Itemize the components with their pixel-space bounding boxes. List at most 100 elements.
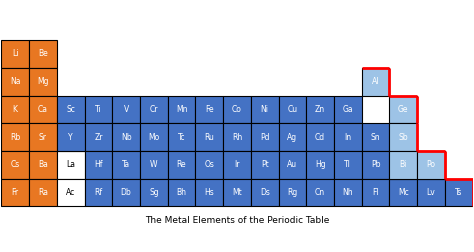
Text: Tc: Tc bbox=[178, 133, 185, 142]
FancyBboxPatch shape bbox=[29, 151, 57, 179]
FancyBboxPatch shape bbox=[417, 151, 445, 179]
Text: Hg: Hg bbox=[315, 160, 326, 169]
FancyBboxPatch shape bbox=[168, 151, 195, 179]
FancyBboxPatch shape bbox=[251, 96, 279, 123]
Text: Na: Na bbox=[10, 77, 20, 86]
FancyBboxPatch shape bbox=[168, 179, 195, 206]
FancyBboxPatch shape bbox=[112, 96, 140, 123]
Text: Al: Al bbox=[372, 77, 379, 86]
FancyBboxPatch shape bbox=[29, 96, 57, 123]
FancyBboxPatch shape bbox=[334, 123, 362, 151]
Text: Sc: Sc bbox=[66, 105, 75, 114]
Text: Fr: Fr bbox=[12, 188, 19, 197]
Text: Cn: Cn bbox=[315, 188, 325, 197]
FancyBboxPatch shape bbox=[279, 179, 306, 206]
Text: Ir: Ir bbox=[234, 160, 240, 169]
Text: La: La bbox=[66, 160, 75, 169]
Text: In: In bbox=[344, 133, 351, 142]
FancyBboxPatch shape bbox=[57, 96, 84, 123]
FancyBboxPatch shape bbox=[445, 179, 473, 206]
Text: Hf: Hf bbox=[94, 160, 103, 169]
FancyBboxPatch shape bbox=[362, 151, 390, 179]
FancyBboxPatch shape bbox=[1, 96, 29, 123]
FancyBboxPatch shape bbox=[223, 151, 251, 179]
Text: Ru: Ru bbox=[204, 133, 214, 142]
FancyBboxPatch shape bbox=[362, 68, 390, 96]
FancyBboxPatch shape bbox=[29, 68, 57, 96]
FancyBboxPatch shape bbox=[140, 96, 168, 123]
FancyBboxPatch shape bbox=[84, 179, 112, 206]
FancyBboxPatch shape bbox=[140, 179, 168, 206]
Text: Ta: Ta bbox=[122, 160, 130, 169]
Text: Fl: Fl bbox=[372, 188, 379, 197]
Text: Pd: Pd bbox=[260, 133, 269, 142]
Text: Zn: Zn bbox=[315, 105, 325, 114]
FancyBboxPatch shape bbox=[251, 123, 279, 151]
FancyBboxPatch shape bbox=[29, 179, 57, 206]
FancyBboxPatch shape bbox=[1, 123, 29, 151]
FancyBboxPatch shape bbox=[84, 96, 112, 123]
Text: Fe: Fe bbox=[205, 105, 214, 114]
FancyBboxPatch shape bbox=[251, 179, 279, 206]
FancyBboxPatch shape bbox=[223, 123, 251, 151]
FancyBboxPatch shape bbox=[195, 151, 223, 179]
Text: Ni: Ni bbox=[261, 105, 269, 114]
FancyBboxPatch shape bbox=[29, 40, 57, 68]
Text: Cd: Cd bbox=[315, 133, 325, 142]
Text: Bh: Bh bbox=[176, 188, 187, 197]
Text: Sg: Sg bbox=[149, 188, 159, 197]
Text: Sr: Sr bbox=[39, 133, 47, 142]
FancyBboxPatch shape bbox=[306, 96, 334, 123]
FancyBboxPatch shape bbox=[279, 123, 306, 151]
FancyBboxPatch shape bbox=[334, 179, 362, 206]
Text: Bi: Bi bbox=[400, 160, 407, 169]
Text: Po: Po bbox=[427, 160, 436, 169]
Text: Sn: Sn bbox=[371, 133, 381, 142]
Text: Lv: Lv bbox=[427, 188, 436, 197]
Text: Mt: Mt bbox=[232, 188, 242, 197]
FancyBboxPatch shape bbox=[334, 151, 362, 179]
Text: Db: Db bbox=[121, 188, 131, 197]
Text: The Metal Elements of the Periodic Table: The Metal Elements of the Periodic Table bbox=[145, 216, 329, 225]
FancyBboxPatch shape bbox=[112, 179, 140, 206]
Text: Mn: Mn bbox=[176, 105, 187, 114]
Text: Au: Au bbox=[287, 160, 298, 169]
Text: Ts: Ts bbox=[455, 188, 463, 197]
Text: Rg: Rg bbox=[287, 188, 298, 197]
FancyBboxPatch shape bbox=[84, 123, 112, 151]
FancyBboxPatch shape bbox=[195, 123, 223, 151]
FancyBboxPatch shape bbox=[84, 151, 112, 179]
FancyBboxPatch shape bbox=[390, 96, 417, 123]
FancyBboxPatch shape bbox=[251, 151, 279, 179]
Text: Re: Re bbox=[177, 160, 186, 169]
FancyBboxPatch shape bbox=[195, 96, 223, 123]
Text: K: K bbox=[13, 105, 18, 114]
Text: Ga: Ga bbox=[343, 105, 353, 114]
Text: Cr: Cr bbox=[150, 105, 158, 114]
FancyBboxPatch shape bbox=[112, 151, 140, 179]
FancyBboxPatch shape bbox=[390, 179, 417, 206]
Text: Ti: Ti bbox=[95, 105, 102, 114]
FancyBboxPatch shape bbox=[390, 123, 417, 151]
Text: Cu: Cu bbox=[287, 105, 298, 114]
FancyBboxPatch shape bbox=[417, 179, 445, 206]
Text: Ds: Ds bbox=[260, 188, 270, 197]
FancyBboxPatch shape bbox=[29, 123, 57, 151]
Text: Sb: Sb bbox=[399, 133, 408, 142]
Text: Pb: Pb bbox=[371, 160, 380, 169]
Text: Nh: Nh bbox=[343, 188, 353, 197]
Text: W: W bbox=[150, 160, 157, 169]
Text: Zr: Zr bbox=[94, 133, 103, 142]
FancyBboxPatch shape bbox=[390, 151, 417, 179]
Text: Ba: Ba bbox=[38, 160, 48, 169]
FancyBboxPatch shape bbox=[306, 179, 334, 206]
Text: Ra: Ra bbox=[38, 188, 48, 197]
Text: Rb: Rb bbox=[10, 133, 20, 142]
Text: Ac: Ac bbox=[66, 188, 75, 197]
FancyBboxPatch shape bbox=[223, 179, 251, 206]
FancyBboxPatch shape bbox=[1, 179, 29, 206]
Text: Os: Os bbox=[204, 160, 214, 169]
Text: Li: Li bbox=[12, 49, 18, 58]
FancyBboxPatch shape bbox=[279, 96, 306, 123]
Text: Hs: Hs bbox=[204, 188, 214, 197]
